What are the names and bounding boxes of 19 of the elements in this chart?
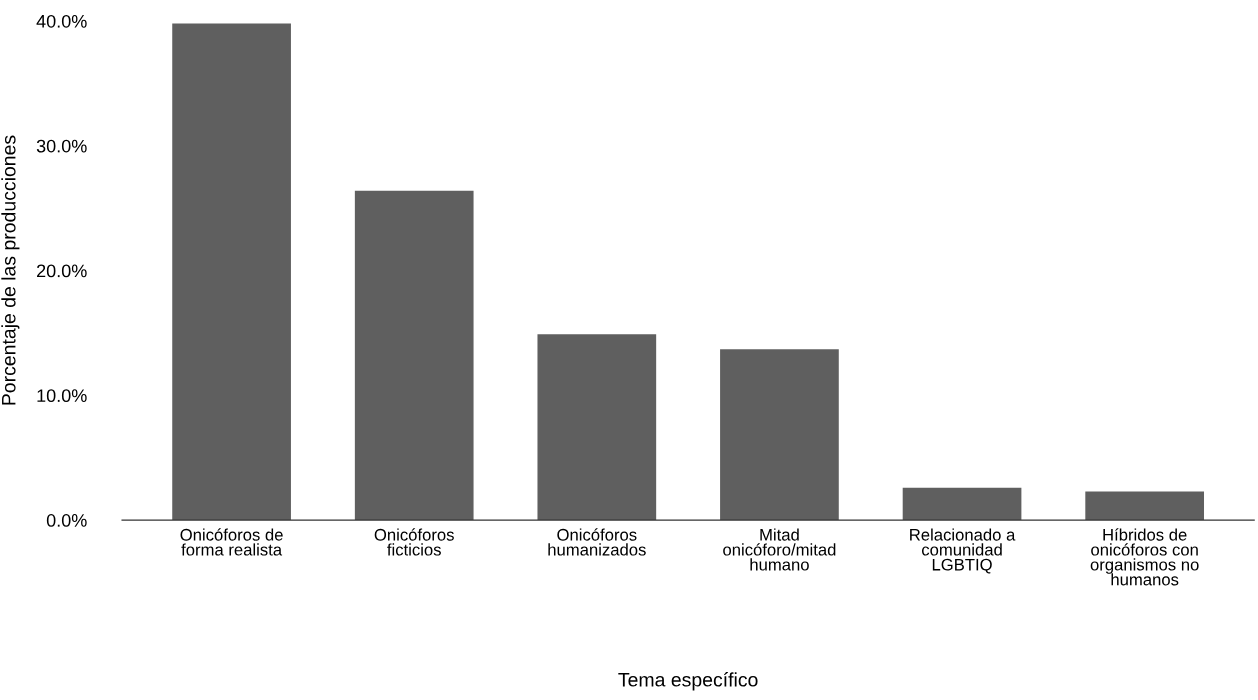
x-axis-title: Tema específico [618, 672, 758, 691]
x-tick-label: Híbridos de onicóforos con organismos no humanos [1090, 528, 1199, 586]
y-tick-label: 0.0% [46, 514, 87, 527]
y-tick-label: 20.0% [37, 264, 87, 278]
y-tick-label: 10.0% [37, 389, 87, 403]
bar [1085, 491, 1205, 521]
bar [172, 23, 291, 521]
y-tick-label: 40.0% [36, 14, 87, 28]
bar [902, 487, 1022, 521]
bar [354, 190, 474, 521]
x-tick-label: Relacionado a comunidad LGBTIQ [910, 528, 1016, 574]
bar [720, 349, 839, 521]
bar [537, 334, 657, 521]
x-tick-label: Mitad onicóforo/mitad humano [723, 528, 836, 571]
y-axis-title: Porcentaje de las producciones [1, 135, 20, 405]
y-tick-label: 30.0% [36, 139, 87, 153]
x-tick-label: Onicóforos de forma realista [180, 528, 283, 556]
x-tick-label: Onicóforos ficticios [374, 528, 454, 556]
x-tick-label: Onicóforos humanizados [548, 528, 646, 556]
